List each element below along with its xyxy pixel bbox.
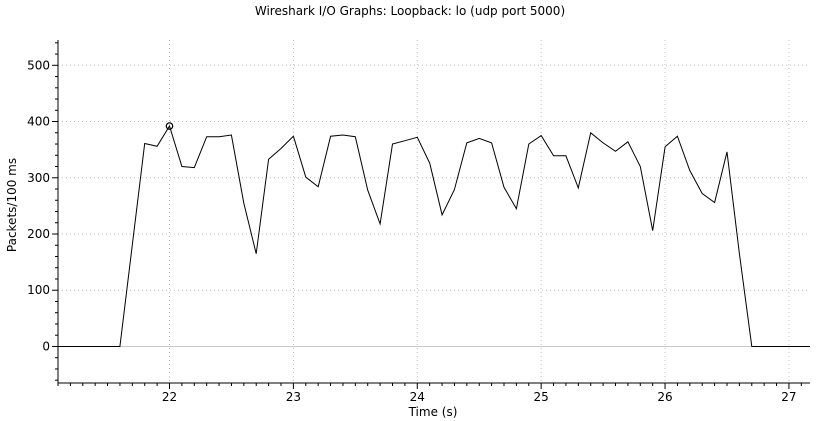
y-tick-label-0: 0 (42, 339, 50, 353)
y-axis-label: Packets/100 ms (5, 158, 19, 252)
y-tick-label-400: 400 (27, 115, 50, 129)
data-points (58, 126, 810, 346)
y-tick-label-200: 200 (27, 227, 50, 241)
x-tick-label-26: 26 (657, 390, 672, 404)
y-tick-label-100: 100 (27, 283, 50, 297)
y-tick-label-500: 500 (27, 58, 50, 72)
x-tick-label-23: 23 (286, 390, 301, 404)
y-tick-label-300: 300 (27, 171, 50, 185)
x-tick-label-25: 25 (534, 390, 549, 404)
chart-title: Wireshark I/O Graphs: Loopback: lo (udp … (255, 4, 565, 18)
selected-point-marker[interactable] (165, 122, 174, 130)
x-axis-ticks: 22 23 24 25 26 27 (57, 383, 802, 404)
axes (57, 40, 810, 384)
grid (58, 40, 810, 383)
x-tick-label-27: 27 (781, 390, 796, 404)
x-tick-label-22: 22 (162, 390, 177, 404)
x-tick-label-24: 24 (410, 390, 425, 404)
x-axis-label: Time (s) (408, 405, 458, 419)
y-axis-ticks: 0 100 200 300 400 500 (27, 42, 58, 381)
series-line-packets (58, 124, 810, 347)
